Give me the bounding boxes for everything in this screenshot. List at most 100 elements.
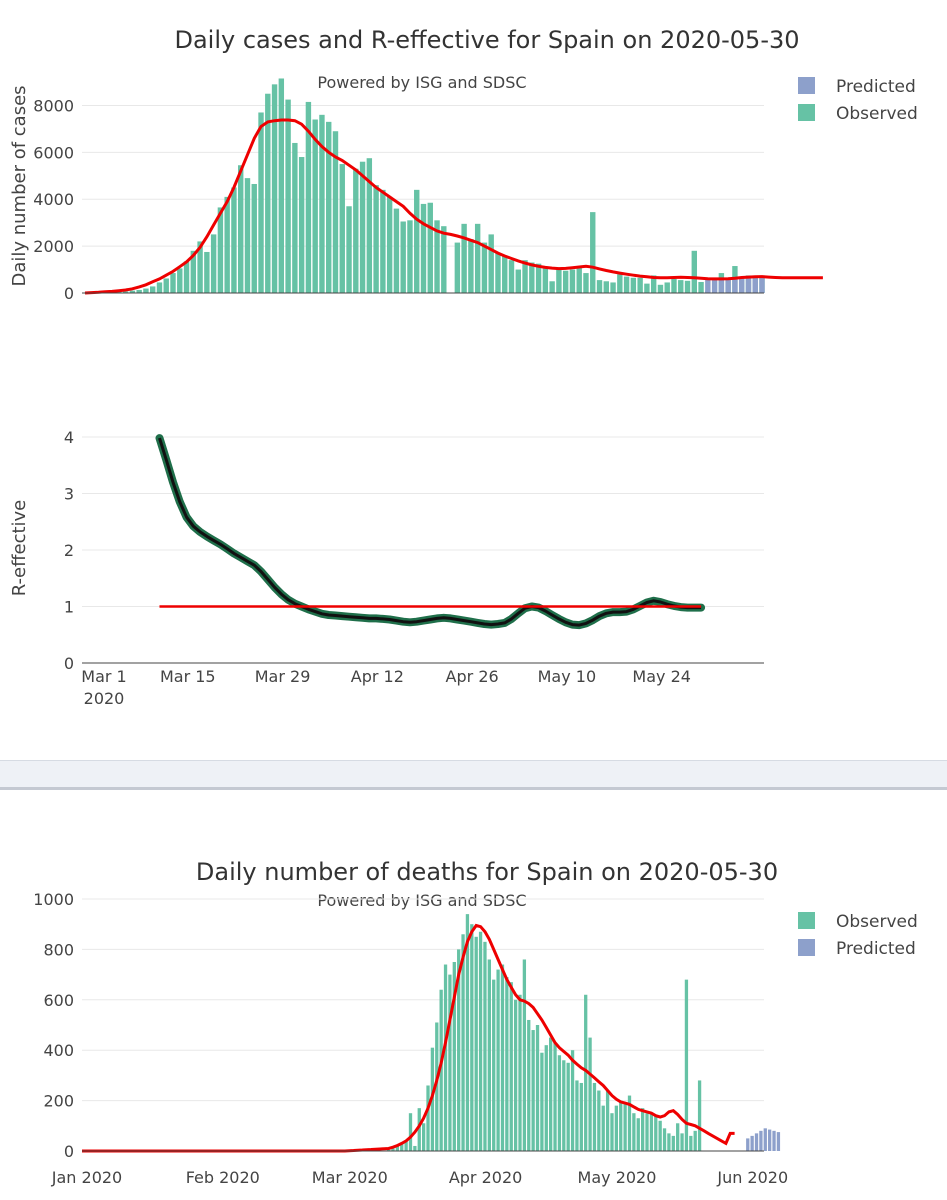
cases-observed-bar-29: [278, 78, 285, 293]
cases-observed-bar-45: [386, 196, 393, 293]
cases-observed-bar-88: [678, 280, 684, 293]
deaths-observed-bar-90: [474, 936, 478, 1151]
deaths-observed-bar-102: [527, 1019, 531, 1151]
deaths-observed-bar-79: [426, 1085, 430, 1151]
deaths-observed-bar-115: [584, 994, 588, 1151]
deaths-observed-bar-138: [684, 979, 689, 1151]
deaths-observed-bars: [386, 914, 702, 1151]
cases-observed-bar-16: [190, 250, 197, 293]
r-y-axis-label: R-effective: [9, 500, 30, 597]
cases-observed-bar-72: [569, 269, 576, 293]
cases-observed-bar-76: [596, 280, 603, 293]
r-x-tick-label-6: May 24: [632, 667, 691, 686]
chart-title-deaths: Daily number of deaths for Spain on 2020…: [196, 858, 778, 886]
cases-observed-bar-7: [129, 290, 136, 293]
cases-observed-bar-57: [468, 239, 474, 293]
cases-observed-bar-69: [549, 281, 555, 293]
r-x-tick-label-5: May 10: [538, 667, 597, 686]
deaths-observed-bar-124: [623, 1103, 627, 1151]
deaths-observed-bar-83: [443, 964, 448, 1151]
cases-observed-bar-67: [535, 263, 542, 293]
deaths-observed-bar-129: [645, 1113, 649, 1151]
cases-predicted-bar-100: [759, 277, 765, 293]
cases-observed-bar-27: [265, 93, 271, 293]
deaths-observed-bar-114: [579, 1082, 583, 1151]
cases-observed-bar-24: [244, 178, 251, 293]
cases-observed-bar-49: [414, 189, 420, 293]
deaths-observed-bar-98: [509, 982, 513, 1151]
r-y-tick-label-0: 0: [64, 654, 74, 673]
deaths-observed-bar-107: [549, 1037, 553, 1151]
deaths-observed-bar-140: [693, 1130, 697, 1151]
deaths-y-tick-label-0: 0: [64, 1142, 74, 1161]
legend-swatch-observed[interactable]: [798, 104, 815, 121]
legend-label-observed-deaths[interactable]: Observed: [836, 912, 918, 932]
deaths-y-tick-label-4: 800: [43, 940, 74, 959]
deaths-predicted-bar-158: [772, 1130, 776, 1151]
r-gridlines: [82, 436, 764, 664]
cases-observed-bar-39: [346, 206, 352, 293]
cases-observed-bar-37: [332, 131, 339, 293]
legend-swatch-observed-deaths[interactable]: [798, 912, 815, 929]
deaths-y-tick-label-3: 600: [43, 991, 74, 1010]
deaths-predicted-bar-153: [750, 1135, 754, 1151]
cases-observed-bar-21: [224, 196, 230, 293]
r-y-tick-label-3: 3: [64, 484, 74, 503]
deaths-observed-bar-141: [697, 1080, 702, 1151]
cases-observed-bar-68: [542, 267, 549, 293]
deaths-legend[interactable]: Observed Predicted: [798, 912, 918, 959]
cases-observed-bar-82: [637, 277, 643, 293]
cases-predicted-bar-97: [738, 277, 745, 293]
deaths-observed-bar-72: [395, 1145, 400, 1151]
cases-observed-bar-30: [285, 99, 291, 293]
deaths-observed-bar-97: [505, 977, 509, 1151]
legend-label-predicted[interactable]: Predicted: [836, 77, 916, 97]
cases-observed-bar-40: [353, 168, 359, 293]
deaths-observed-bar-94: [492, 979, 496, 1151]
deaths-observed-bar-87: [461, 934, 465, 1151]
cases-observed-bar-58: [474, 223, 481, 293]
deaths-x-tick-label-4: May 2020: [578, 1168, 657, 1187]
cases-observed-bar-89: [684, 280, 691, 293]
deaths-observed-bar-122: [614, 1105, 619, 1151]
cases-observed-bar-86: [664, 282, 670, 293]
cases-observed-bar-28: [271, 84, 278, 293]
cases-observed-bar-64: [515, 269, 521, 293]
legend-swatch-predicted[interactable]: [798, 77, 815, 94]
cases-observed-bar-75: [590, 212, 596, 293]
cases-observed-bar-15: [183, 261, 190, 293]
deaths-observed-bar-96: [500, 964, 505, 1151]
cases-observed-bars: [89, 78, 765, 293]
deaths-observed-bar-132: [658, 1120, 662, 1151]
deaths-smoothed-line: [82, 923, 735, 1153]
cases-y-tick-label-3: 6000: [33, 143, 74, 162]
cases-observed-bar-65: [522, 260, 528, 293]
cases-observed-bar-23: [238, 165, 244, 293]
r-x-tick-label-1: Mar 15: [160, 667, 216, 686]
cases-observed-bar-38: [339, 164, 345, 293]
deaths-observed-bar-113: [575, 1080, 579, 1151]
deaths-observed-bar-139: [689, 1135, 693, 1151]
section-divider: [0, 760, 947, 790]
r-y-tick-label-1: 1: [64, 597, 74, 616]
legend-swatch-predicted-deaths[interactable]: [798, 939, 815, 956]
deaths-observed-bar-125: [627, 1095, 632, 1151]
deaths-observed-bar-85: [452, 962, 456, 1151]
deaths-observed-bar-70: [386, 1149, 391, 1151]
deaths-observed-bar-84: [448, 974, 452, 1151]
cases-observed-bar-90: [691, 250, 697, 293]
cases-predicted-bar-99: [752, 277, 758, 293]
deaths-observed-bar-103: [531, 1030, 535, 1151]
cases-observed-bar-18: [204, 251, 210, 293]
cases-legend[interactable]: Predicted Observed: [798, 77, 918, 124]
deaths-observed-bar-111: [566, 1062, 570, 1151]
deaths-observed-bar-101: [522, 959, 527, 1151]
legend-label-observed[interactable]: Observed: [836, 104, 918, 124]
r-y-tick-label-2: 2: [64, 541, 74, 560]
cases-predicted-bar-98: [745, 277, 752, 293]
legend-label-predicted-deaths[interactable]: Predicted: [836, 939, 916, 959]
cases-predicted-bar-94: [718, 277, 725, 293]
cases-and-r-effective-figure: Daily cases and R-effective for Spain on…: [9, 26, 918, 708]
cases-observed-bar-70: [556, 268, 562, 293]
r-x-tick-year: 2020: [84, 689, 125, 708]
